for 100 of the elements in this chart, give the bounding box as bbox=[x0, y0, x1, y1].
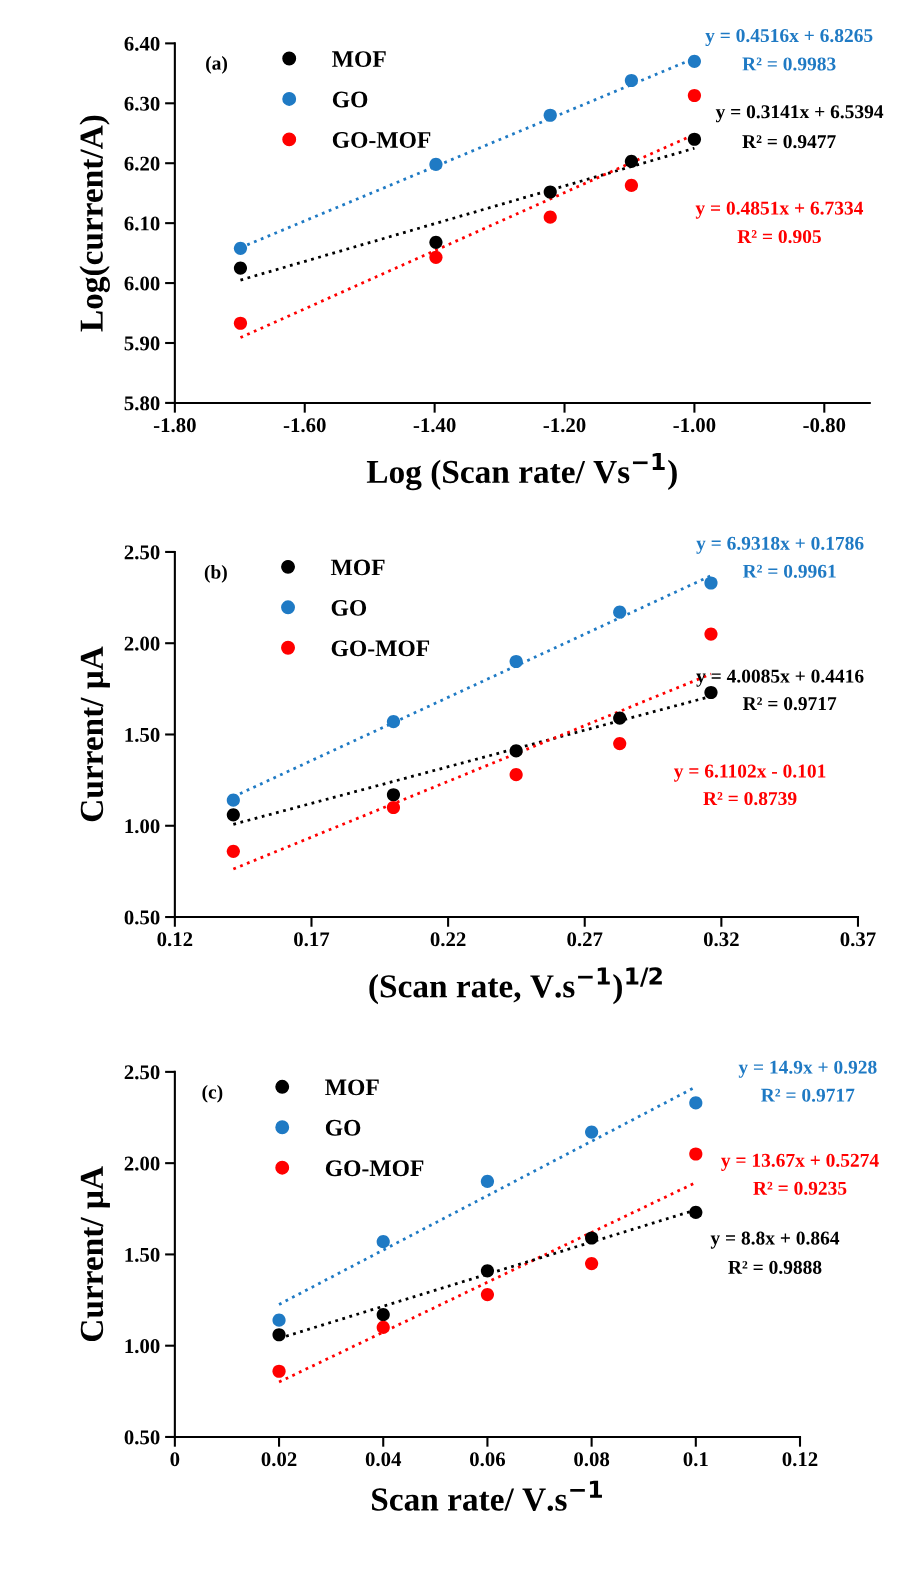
y-tick-label: 5.90 bbox=[124, 336, 160, 351]
point bbox=[226, 844, 240, 858]
annotation: y = 6.9318x + 0.1786 bbox=[696, 536, 864, 554]
y-axis-title: Current/ μA bbox=[80, 1166, 110, 1342]
x-tick-label: 0.27 bbox=[567, 932, 603, 947]
point bbox=[376, 1308, 390, 1322]
x-tick-label: 0.1 bbox=[683, 1452, 708, 1467]
annotation: R² = 0.9717 bbox=[742, 697, 837, 711]
x-tick-label: 0.12 bbox=[157, 932, 193, 947]
y-tick-label: 2.00 bbox=[124, 1156, 160, 1171]
annotation: y = 4.0085x + 0.4416 bbox=[696, 669, 864, 687]
x-tick-label: -1.00 bbox=[673, 418, 716, 433]
annotation: (c) bbox=[202, 1084, 223, 1103]
x-tick-label: 0.02 bbox=[261, 1452, 297, 1467]
point bbox=[509, 768, 523, 782]
annotation: R² = 0.9961 bbox=[742, 564, 836, 578]
point bbox=[624, 154, 638, 169]
x-tick-label: -0.80 bbox=[803, 418, 846, 433]
point bbox=[687, 132, 701, 146]
point bbox=[429, 250, 443, 264]
y-tick-label: 2.50 bbox=[124, 545, 160, 560]
y-tick-label: 6.20 bbox=[124, 156, 160, 171]
x-axis-title: Log (Scan rate/ Vs$^{−1}$) bbox=[366, 453, 677, 491]
legend-label: MOF bbox=[332, 51, 386, 67]
point bbox=[386, 788, 401, 802]
point bbox=[543, 185, 557, 199]
point bbox=[272, 1364, 286, 1378]
y-tick-label: 1.00 bbox=[125, 1339, 160, 1354]
x-tick-label: 0.08 bbox=[574, 1452, 610, 1467]
point bbox=[429, 235, 443, 249]
point bbox=[429, 157, 443, 172]
y-tick-label: 5.80 bbox=[124, 396, 160, 411]
point bbox=[386, 800, 401, 815]
legend-label: MOF bbox=[330, 559, 385, 576]
x-tick-label: 0.32 bbox=[703, 932, 739, 947]
point bbox=[480, 1174, 495, 1188]
annotation: R² = 0.8739 bbox=[703, 791, 797, 806]
point bbox=[233, 261, 248, 275]
point bbox=[543, 210, 557, 224]
x-axis-title: (Scan rate, V.s$^{−1}$)$^{1/2}$ bbox=[369, 967, 662, 1005]
annotation: (a) bbox=[206, 56, 228, 74]
y-tick-label: 0.50 bbox=[124, 1430, 160, 1445]
point bbox=[226, 793, 240, 807]
y-tick-label: 1.00 bbox=[125, 819, 160, 834]
annotation: R² = 0.9717 bbox=[761, 1088, 855, 1102]
annotation: R² = 0.9983 bbox=[742, 57, 836, 71]
y-tick-label: 1.50 bbox=[125, 727, 160, 743]
point bbox=[233, 316, 248, 330]
point bbox=[585, 1231, 599, 1245]
annotation: (b) bbox=[204, 565, 227, 583]
point bbox=[687, 88, 701, 103]
x-tick-label: -1.40 bbox=[413, 418, 456, 433]
point bbox=[509, 654, 523, 669]
annotation: R² = 0.9235 bbox=[753, 1181, 847, 1195]
point bbox=[689, 1147, 703, 1161]
point bbox=[272, 1328, 286, 1342]
point bbox=[689, 1096, 703, 1110]
point bbox=[585, 1125, 599, 1139]
x-axis-title: Scan rate/ V.s$^{−1}$ bbox=[372, 1480, 602, 1511]
point bbox=[272, 1313, 286, 1327]
legend-label: GO-MOF bbox=[325, 1160, 424, 1177]
point bbox=[376, 1320, 390, 1335]
point bbox=[687, 54, 701, 68]
point bbox=[386, 715, 401, 729]
annotation: y = 0.3141x + 6.5394 bbox=[715, 105, 884, 123]
x-tick-label: -1.20 bbox=[543, 418, 586, 433]
point bbox=[233, 241, 248, 255]
legend-label: GO-MOF bbox=[332, 132, 431, 148]
annotation: R² = 0.9888 bbox=[728, 1260, 822, 1274]
x-tick-label: 0.06 bbox=[469, 1452, 506, 1467]
legend-label: GO bbox=[331, 599, 367, 616]
x-tick-label: 0.04 bbox=[365, 1452, 402, 1467]
y-tick-label: 0.50 bbox=[124, 910, 160, 925]
annotation: y = 0.4516x + 6.8265 bbox=[705, 28, 873, 47]
x-tick-label: 0.12 bbox=[782, 1452, 818, 1467]
y-tick-label: 2.50 bbox=[124, 1065, 160, 1080]
point bbox=[624, 73, 638, 88]
point bbox=[509, 744, 523, 758]
legend-label: GO-MOF bbox=[331, 640, 430, 657]
legend-label: GO bbox=[332, 91, 368, 108]
point bbox=[543, 108, 557, 122]
annotation: R² = 0.905 bbox=[737, 229, 821, 244]
x-tick-label: 0.17 bbox=[294, 932, 330, 947]
annotation: R² = 0.9477 bbox=[742, 135, 836, 149]
annotation: y = 14.9x + 0.928 bbox=[738, 1060, 877, 1078]
y-axis-title: Current/ μA bbox=[80, 646, 110, 822]
x-tick-label: -1.80 bbox=[153, 418, 196, 433]
y-tick-label: 6.30 bbox=[124, 96, 160, 111]
x-tick-label: 0.22 bbox=[430, 932, 466, 947]
point bbox=[613, 737, 627, 751]
point bbox=[704, 685, 718, 700]
point bbox=[624, 178, 638, 192]
x-tick-label: 0 bbox=[170, 1452, 180, 1467]
point bbox=[480, 1288, 495, 1302]
legend-label: MOF bbox=[325, 1079, 379, 1096]
point bbox=[226, 808, 240, 822]
point bbox=[704, 576, 718, 590]
point bbox=[376, 1235, 390, 1249]
y-tick-label: 6.40 bbox=[124, 36, 160, 51]
x-tick-label: 0.37 bbox=[840, 932, 876, 947]
